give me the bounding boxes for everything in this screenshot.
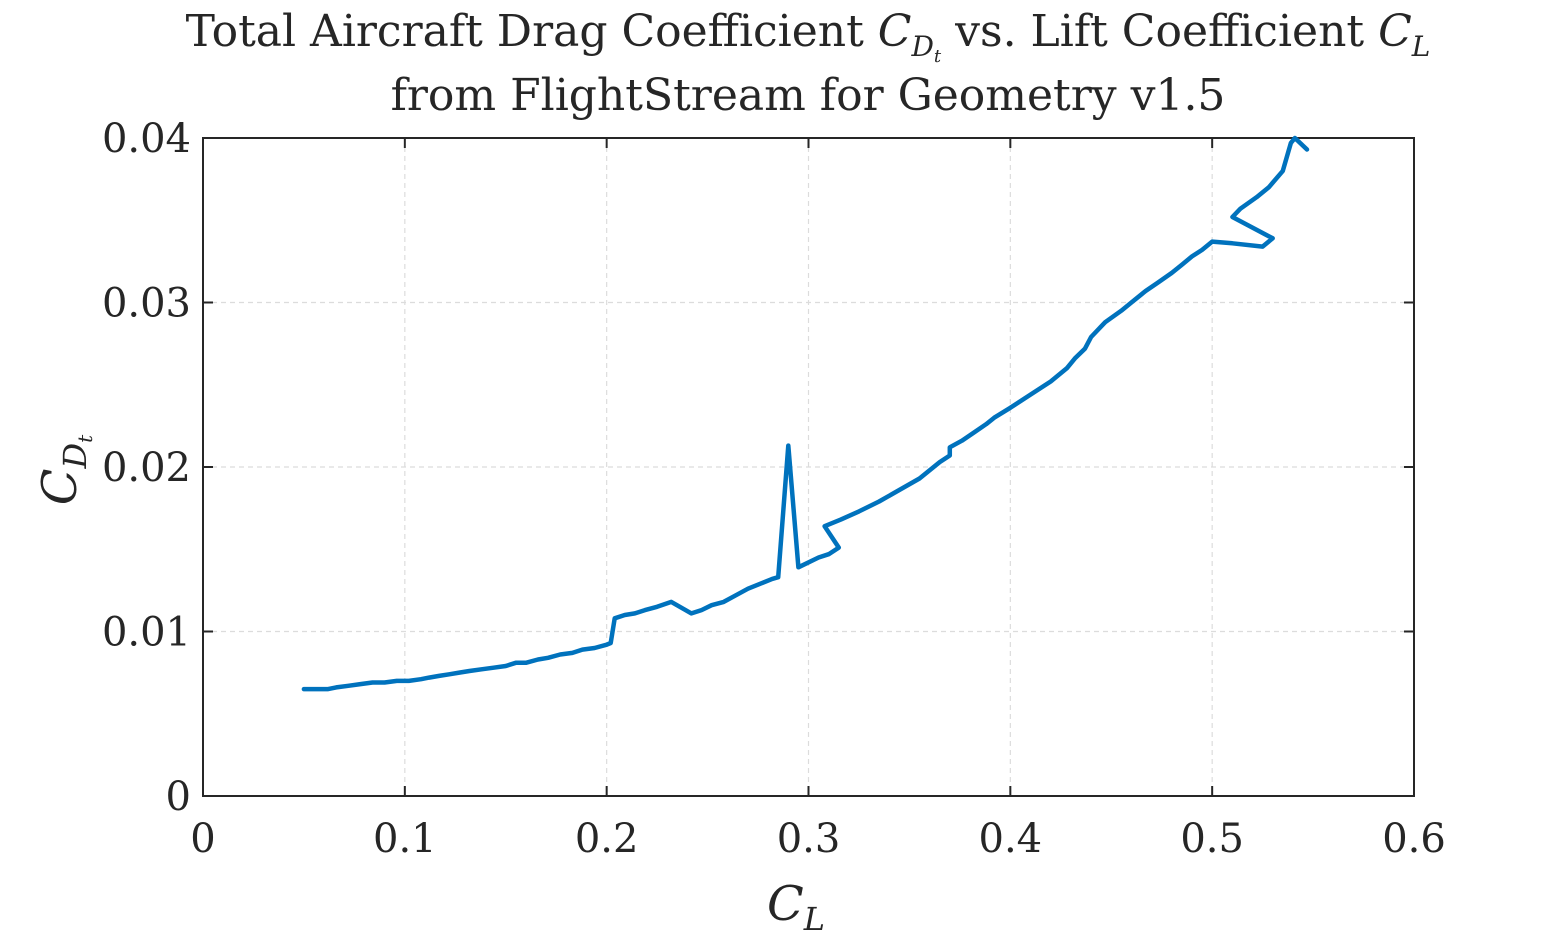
x-tick-label: 0.1 (373, 816, 437, 862)
axis-ticks: 0 0.1 0.2 0.3 0.4 0.5 0.6 0 0.01 0.02 0.03 0.04 (102, 116, 1446, 862)
title-cd-subsubscript: t (934, 46, 942, 67)
title-cl-subscript: L (1411, 30, 1431, 63)
title-cl-symbol: C (1378, 6, 1412, 57)
x-axis-label-subscript: L (803, 900, 825, 938)
x-axis-label: CL (767, 876, 825, 938)
y-tick-label: 0.01 (102, 610, 191, 656)
series-line-cd-vs-cl (301, 135, 1310, 692)
x-tick-label: 0.5 (1180, 816, 1244, 862)
y-tick-label: 0.04 (102, 116, 191, 162)
chart-title-line-1: Total Aircraft Drag Coefficient CDt vs. … (186, 6, 1431, 67)
x-tick-label: 0.3 (777, 816, 841, 862)
y-tick-label: 0.03 (102, 281, 191, 327)
x-tick-label: 0.6 (1382, 816, 1446, 862)
y-axis-label-subsubscript: t (73, 434, 97, 443)
y-tick-label: 0.02 (102, 445, 191, 491)
title-cd-subscript: D (910, 30, 933, 63)
grid-lines (203, 138, 1414, 796)
title-cd-symbol: C (878, 6, 912, 57)
x-tick-label: 0 (190, 816, 215, 862)
y-tick-label: 0 (166, 774, 191, 820)
chart-title-line-2: from FlightStream for Geometry v1.5 (391, 70, 1226, 121)
y-axis-label: CDt (32, 434, 97, 505)
x-tick-label: 0.2 (575, 816, 639, 862)
x-tick-label: 0.4 (979, 816, 1043, 862)
y-axis-label-subscript: D (56, 443, 94, 470)
